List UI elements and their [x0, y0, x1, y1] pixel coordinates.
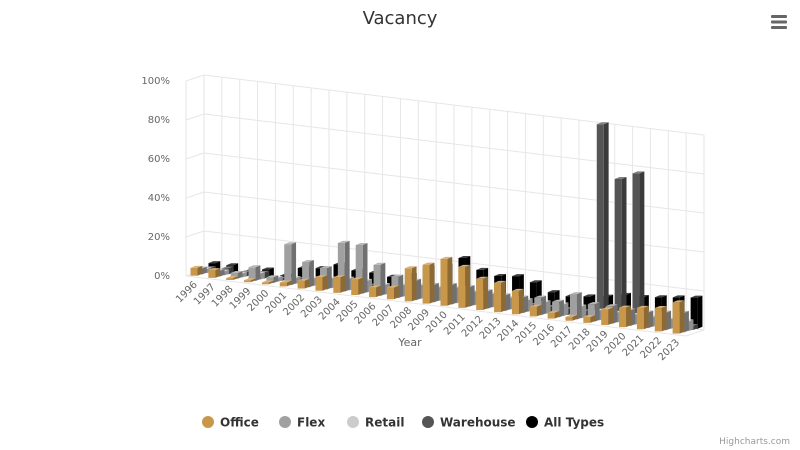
- bar-office[interactable]: [279, 280, 292, 287]
- legend-label: All Types: [544, 416, 604, 430]
- legend-label: Office: [220, 416, 259, 430]
- bar-warehouse[interactable]: [596, 122, 609, 320]
- bar-office[interactable]: [333, 275, 346, 293]
- bar-office[interactable]: [440, 256, 453, 306]
- bar-office[interactable]: [458, 264, 471, 308]
- legend-label: Flex: [297, 416, 325, 430]
- bar-office[interactable]: [494, 280, 506, 313]
- bar-office[interactable]: [547, 310, 560, 319]
- legend-label: Warehouse: [440, 416, 516, 430]
- y-tick-label: 40%: [148, 193, 170, 204]
- bar-office[interactable]: [619, 305, 631, 328]
- bar-office[interactable]: [422, 262, 435, 304]
- menu-button[interactable]: [770, 14, 788, 30]
- bar-office[interactable]: [351, 277, 363, 296]
- bar-office[interactable]: [529, 304, 542, 317]
- bar-office[interactable]: [476, 276, 488, 311]
- y-gridline-left: [185, 74, 205, 82]
- legend: Office Flex Retail Warehouse All Types: [202, 416, 604, 430]
- bar-office[interactable]: [672, 300, 685, 334]
- y-tick-label: 0%: [154, 271, 170, 282]
- credits[interactable]: Highcharts.com: [719, 437, 790, 447]
- legend-marker: [279, 416, 291, 428]
- bar-flex[interactable]: [569, 292, 582, 320]
- legend-marker: [526, 416, 538, 428]
- bar-office[interactable]: [404, 266, 417, 302]
- bar-office[interactable]: [226, 276, 238, 281]
- legend-item-all-types[interactable]: All Types: [526, 416, 604, 430]
- y-axis: 0% 20% 40% 60% 80% 100%: [141, 76, 170, 282]
- bar-office[interactable]: [583, 315, 596, 323]
- bar-office[interactable]: [369, 285, 381, 298]
- plot-area: [190, 122, 703, 334]
- bar-office[interactable]: [386, 285, 399, 300]
- legend-item-retail[interactable]: Retail: [347, 416, 404, 430]
- y-tick-label: 80%: [148, 115, 170, 126]
- y-gridline-left: [185, 152, 205, 160]
- bar-office[interactable]: [636, 305, 649, 330]
- y-gridline-left: [185, 113, 205, 121]
- chart-title: Vacancy: [363, 8, 438, 29]
- hamburger-menu-icon: [771, 15, 787, 29]
- y-tick-label: 60%: [148, 154, 170, 165]
- legend-marker: [422, 416, 434, 428]
- bar-office[interactable]: [511, 288, 524, 315]
- x-axis-title: Year: [397, 336, 422, 349]
- bar-office[interactable]: [315, 275, 328, 291]
- legend-marker: [347, 416, 359, 428]
- bar-flex[interactable]: [248, 265, 261, 281]
- legend-item-office[interactable]: Office: [202, 416, 259, 430]
- y-gridline-left: [185, 191, 205, 199]
- y-gridline-left: [185, 230, 205, 238]
- bar-office[interactable]: [244, 278, 256, 283]
- legend-item-flex[interactable]: Flex: [279, 416, 325, 430]
- bar-warehouse[interactable]: [614, 177, 627, 322]
- bar-office[interactable]: [190, 265, 203, 276]
- bar-office[interactable]: [261, 280, 274, 285]
- legend-marker: [202, 416, 214, 428]
- y-tick-label: 100%: [141, 76, 170, 87]
- bar-warehouse[interactable]: [632, 171, 645, 324]
- bar-office[interactable]: [654, 306, 667, 332]
- grid: [185, 74, 705, 337]
- bar-office[interactable]: [601, 307, 613, 326]
- bar-flex[interactable]: [284, 242, 297, 286]
- y-tick-label: 20%: [148, 232, 170, 243]
- bar-office[interactable]: [208, 268, 221, 278]
- bar-office[interactable]: [297, 278, 310, 289]
- legend-label: Retail: [365, 416, 404, 430]
- legend-item-warehouse[interactable]: Warehouse: [422, 416, 516, 430]
- bar-office[interactable]: [565, 314, 578, 321]
